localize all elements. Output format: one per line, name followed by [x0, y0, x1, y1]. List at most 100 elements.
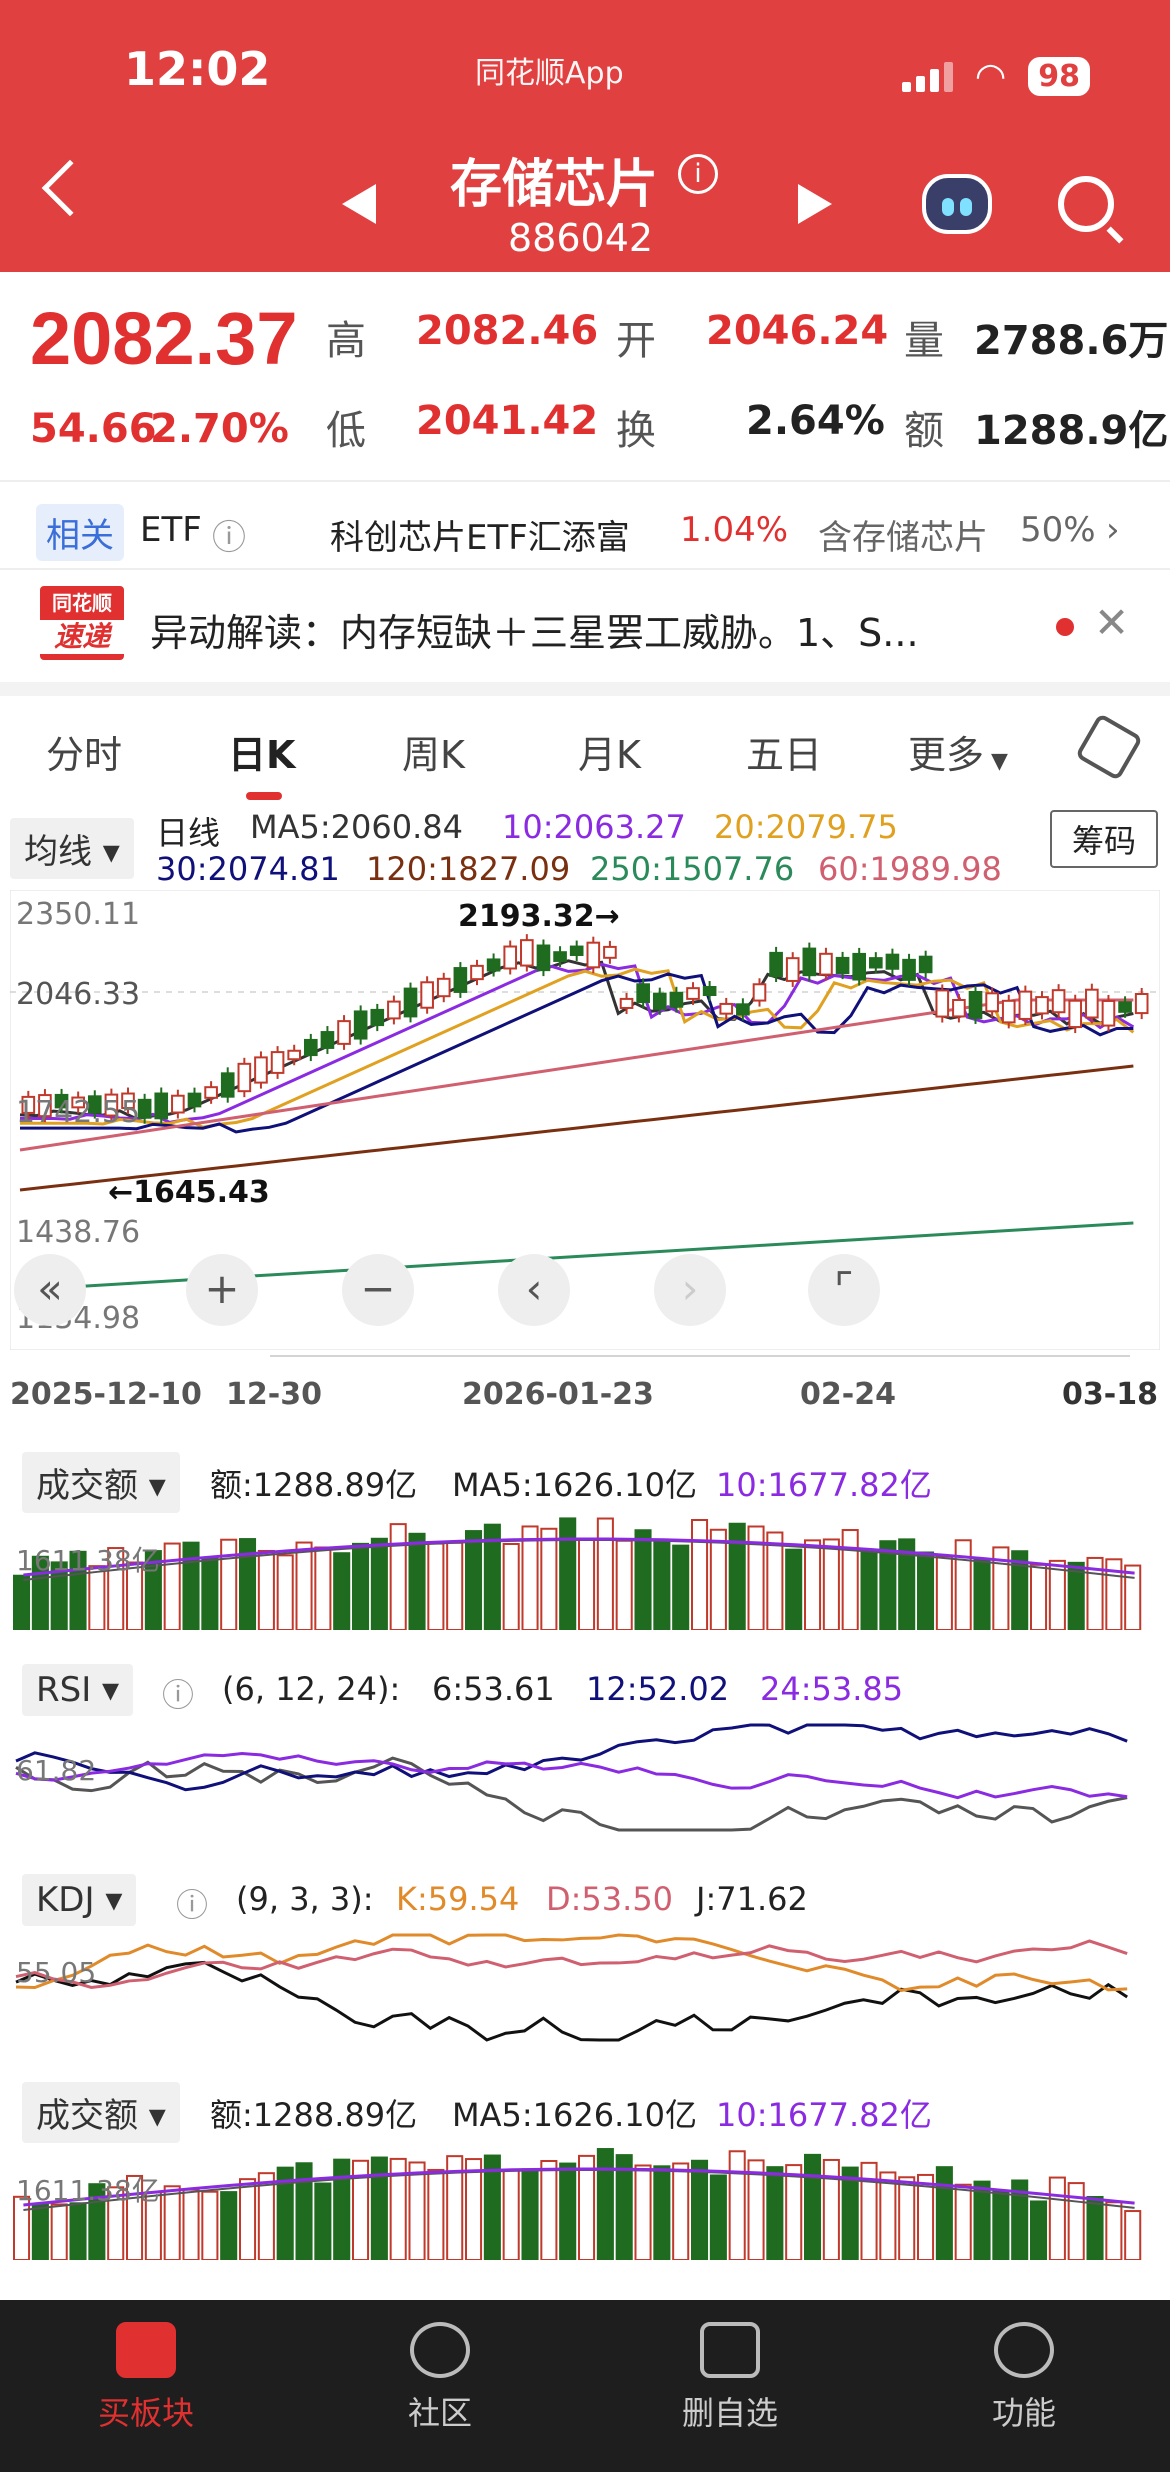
rsi-help-icon[interactable]: ⓘ [162, 1676, 195, 1714]
news-logo-top: 同花顺 [52, 591, 112, 615]
amount-bar [728, 1522, 746, 1630]
amount-bar [13, 2195, 31, 2260]
back-icon[interactable] [41, 159, 99, 217]
candlestick-chart[interactable]: 2350.11 2046.33 1742.55 1438.76 1134.98 … [10, 890, 1160, 1350]
candle-body [187, 1092, 202, 1108]
amount-bar [1030, 2200, 1048, 2260]
tab-intraday[interactable]: 分时 [46, 733, 123, 777]
low-value: 2041.42 [416, 398, 599, 444]
candle-body [104, 1093, 119, 1117]
amount-bar [521, 1525, 539, 1630]
ma-daily-label: 日线 [156, 814, 221, 852]
menu-icon [994, 2322, 1054, 2378]
amount-bar [766, 2166, 784, 2260]
status-app-name: 同花顺App [475, 56, 624, 91]
tab-community-label: 社区 [407, 2394, 472, 2432]
rsi-params: (6, 12, 24): [222, 1670, 401, 1708]
turnover-label: 换 [616, 408, 656, 454]
ma120-value: 120:1827.09 [366, 850, 571, 888]
battery-icon: 98 [1028, 57, 1090, 96]
news-ticker[interactable]: 同花顺 速递 异动解读：内存短缺＋三星罢工威胁。1、S... ✕ [0, 580, 1170, 680]
amount-bar-chart-2: 1611.38亿 [13, 2148, 1142, 2260]
amount-dropdown[interactable]: 成交额 ▾ [22, 1452, 180, 1513]
tab-community[interactable]: 社区 [340, 2300, 540, 2434]
kdj-dropdown[interactable]: KDJ ▾ [22, 1874, 137, 1926]
indicator-line-2 [15, 1752, 1128, 1800]
candle-body [603, 945, 617, 959]
tab-buy-sector[interactable]: 买板块 [46, 2300, 246, 2434]
candle-body [885, 953, 900, 970]
tab-remove-watchlist[interactable]: 删自选 [630, 2300, 830, 2434]
amount-ma10-line [23, 1537, 1135, 1577]
zoom-out-icon[interactable]: − [342, 1254, 414, 1326]
related-etf-bar[interactable]: 相关 ETF ⓘ 科创芯片ETF汇添富 1.04% 含存储芯片 50% › [0, 490, 1170, 570]
high-label: 高 [326, 318, 366, 364]
high-value: 2082.46 [416, 308, 599, 354]
amount-bar [201, 1557, 219, 1630]
amount-bar [1011, 2179, 1029, 2260]
high-annotation: 2193.32→ [458, 899, 620, 934]
candle-body [1134, 992, 1149, 1015]
search-icon[interactable] [1058, 176, 1114, 232]
scroll-right-icon[interactable]: › [654, 1254, 726, 1326]
candle-body [1001, 999, 1016, 1024]
amount-bar [50, 1561, 68, 1630]
indicator-line-0 [15, 1756, 1128, 1832]
amount-bar [1124, 1564, 1142, 1630]
close-icon[interactable]: ✕ [1094, 598, 1130, 647]
amount-dropdown-2[interactable]: 成交额 ▾ [22, 2082, 180, 2143]
period-tabs: 分时 日K 周K 月K 五日 更多 ▼ [0, 700, 1170, 800]
news-text[interactable]: 异动解读：内存短缺＋三星罢工威胁。1、S... [150, 611, 919, 655]
open-value: 2046.24 [706, 308, 889, 354]
tab-functions[interactable]: 功能 [924, 2300, 1124, 2434]
active-tab-indicator [246, 792, 282, 800]
kdj-help-icon[interactable]: ⓘ [176, 1886, 209, 1924]
candle-body [1051, 989, 1066, 1014]
amount-bar [220, 2191, 238, 2260]
tab-more[interactable]: 更多 ▼ [908, 724, 1008, 779]
amount-bar [333, 2158, 351, 2260]
kdj-params: (9, 3, 3): [236, 1880, 374, 1918]
fullscreen-icon[interactable]: ⌜ [808, 1254, 880, 1326]
settings-hexagon-icon[interactable] [1074, 712, 1144, 782]
etf-holding-label: 含存储芯片 [818, 518, 988, 558]
scroll-left-icon[interactable]: ‹ [498, 1254, 570, 1326]
amount-bar [1048, 2176, 1066, 2260]
date-axis: 2025-12-10 12-30 2026-01-23 02-24 03-18 [10, 1355, 1158, 1412]
news-logo: 同花顺 速递 [40, 586, 124, 660]
amount-bar [804, 2153, 822, 2260]
low-annotation: ←1645.43 [108, 1175, 270, 1210]
caret-down-icon: ▼ [984, 749, 1008, 774]
tab-weekly-k[interactable]: 周K [402, 733, 465, 777]
amount-bar [502, 1542, 520, 1630]
ma-dropdown[interactable]: 均线 ▾ [10, 818, 134, 879]
zoom-in-icon[interactable]: + [186, 1254, 258, 1326]
rsi-dropdown[interactable]: RSI ▾ [22, 1664, 134, 1716]
page-title: 存储芯片 [450, 155, 659, 215]
amount-bar [276, 2166, 294, 2260]
help-icon[interactable]: ⓘ [212, 518, 246, 558]
tab-five-day[interactable]: 五日 [746, 733, 823, 777]
ma-legend-row: 均线 ▾ 日线 MA5:2060.84 10:2063.27 20:2079.7… [10, 804, 1160, 888]
next-stock-icon[interactable] [798, 184, 832, 224]
rewind-icon[interactable]: « [14, 1254, 86, 1326]
ma5-value: MA5:2060.84 [250, 808, 463, 846]
amount-bar [220, 1538, 238, 1630]
info-icon[interactable]: i [678, 154, 718, 194]
candle-body [852, 952, 867, 981]
bottom-tab-bar: 买板块 社区 删自选 功能 [0, 2300, 1170, 2472]
robot-assistant-icon[interactable] [922, 174, 992, 234]
candle-body [1118, 1001, 1132, 1013]
candle-body [237, 1062, 252, 1093]
prev-stock-icon[interactable] [342, 184, 376, 224]
candle-body [785, 957, 800, 982]
chip-distribution-button[interactable]: 筹码 [1050, 810, 1159, 868]
tab-daily-k[interactable]: 日K [228, 733, 296, 777]
status-icons: ◠ 98 [901, 56, 1090, 97]
amount-label: 额 [904, 408, 944, 454]
amount-dropdown-2-label: 成交额 [36, 2096, 138, 2136]
amount-bar [257, 2172, 275, 2260]
low-label: 低 [326, 408, 366, 454]
amount-bar [408, 2161, 426, 2260]
tab-monthly-k[interactable]: 月K [578, 733, 641, 777]
